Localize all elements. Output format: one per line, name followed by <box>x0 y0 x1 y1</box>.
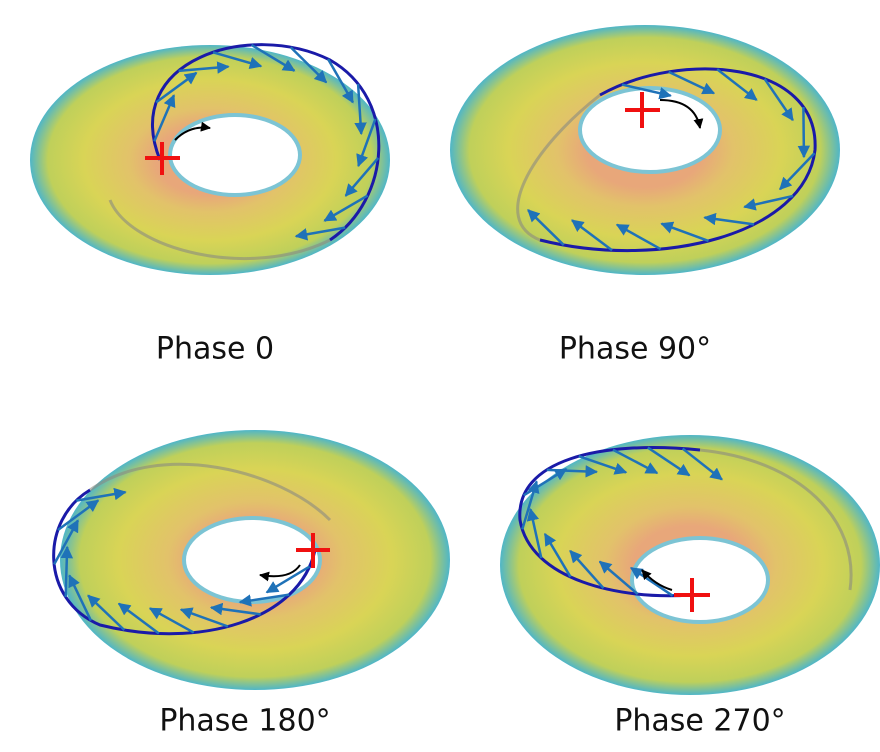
panel-label: Phase 0 <box>156 332 274 367</box>
panel-label: Phase 90° <box>559 332 711 367</box>
panel-0: Phase 0 <box>30 45 390 367</box>
torus-hole <box>170 115 300 195</box>
torus-hole <box>580 88 720 172</box>
panel-label: Phase 270° <box>614 704 785 739</box>
field-arrow <box>803 107 804 157</box>
figure: Phase 0 Phase 90° Phase 180° Phase 270° <box>0 0 880 752</box>
panel-2: Phase 180° <box>54 430 450 739</box>
panel-1: Phase 90° <box>450 25 840 367</box>
torus-hole <box>184 518 320 602</box>
panel-3: Phase 270° <box>500 435 880 739</box>
panel-label: Phase 180° <box>159 704 330 739</box>
field-arrow <box>66 547 67 597</box>
